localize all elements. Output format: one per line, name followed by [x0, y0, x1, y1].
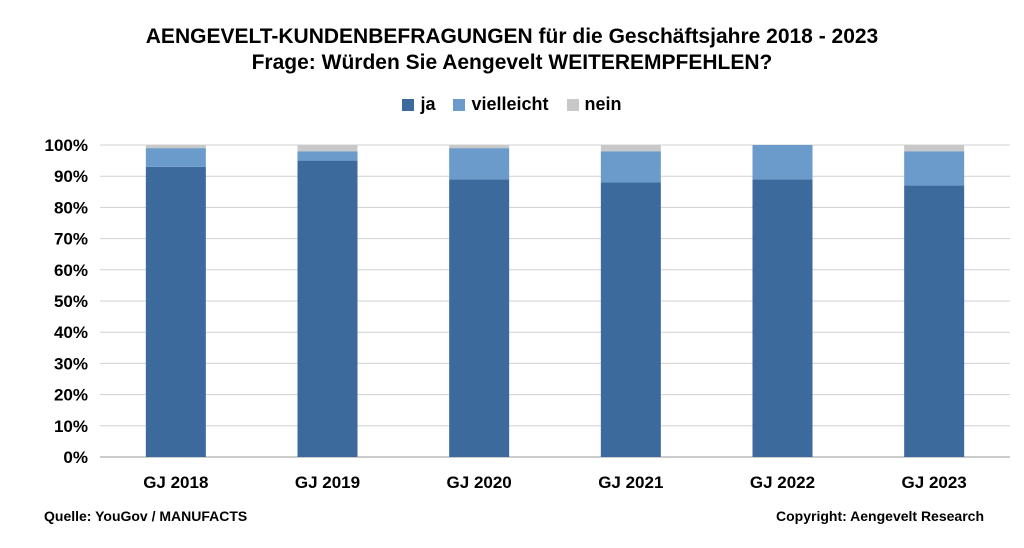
chart-title: AENGEVELT-KUNDENBEFRAGUNGEN für die Gesc… — [145, 25, 879, 48]
legend-swatch-ja — [402, 98, 415, 111]
bar-segment-nein — [145, 145, 206, 149]
y-tick-label: 100% — [45, 136, 88, 155]
y-tick-label: 80% — [54, 198, 88, 217]
bar-segment-ja — [297, 160, 358, 457]
x-tick-label: GJ 2018 — [143, 473, 208, 492]
bar-segment-nein — [904, 145, 965, 152]
legend-item-ja: ja — [402, 94, 435, 115]
y-tick-label: 90% — [54, 167, 88, 186]
bar-segment-nein — [449, 145, 510, 149]
y-tick-label: 60% — [54, 261, 88, 280]
x-tick-label: GJ 2020 — [447, 473, 512, 492]
x-tick-label: GJ 2023 — [902, 473, 967, 492]
y-tick-label: 70% — [54, 230, 88, 249]
x-tick-label: GJ 2019 — [295, 473, 360, 492]
legend-item-nein: nein — [566, 94, 622, 115]
bar-segment-vielleicht — [297, 151, 358, 161]
bar-segment-vielleicht — [600, 151, 661, 183]
bar-segment-nein — [297, 145, 358, 152]
y-tick-label: 20% — [54, 386, 88, 405]
y-tick-label: 50% — [54, 292, 88, 311]
bar-segment-ja — [600, 182, 661, 457]
copyright-note: Copyright: Aengevelt Research — [776, 508, 984, 524]
source-note: Quelle: YouGov / MANUFACTS — [44, 508, 248, 524]
legend: ja vielleicht nein — [0, 94, 1024, 115]
bar-segment-ja — [449, 179, 510, 457]
x-tick-label: GJ 2021 — [598, 473, 663, 492]
bar-segment-vielleicht — [449, 148, 510, 180]
legend-label-vielleicht: vielleicht — [471, 94, 549, 114]
legend-swatch-vielleicht — [453, 98, 466, 111]
bar-segment-ja — [145, 166, 206, 457]
legend-swatch-nein — [566, 98, 579, 111]
y-tick-label: 0% — [63, 448, 88, 467]
chart-subtitle: Frage: Würden Sie Aengevelt WEITEREMPFEH… — [251, 51, 773, 74]
x-tick-label: GJ 2022 — [750, 473, 815, 492]
bar-segment-vielleicht — [752, 145, 813, 180]
bar-segment-ja — [752, 179, 813, 457]
y-tick-label: 40% — [54, 323, 88, 342]
bar-segment-ja — [904, 185, 965, 457]
bar-segment-nein — [600, 145, 661, 152]
legend-label-nein: nein — [584, 94, 622, 114]
legend-label-ja: ja — [420, 94, 436, 114]
legend-item-vielleicht: vielleicht — [453, 94, 549, 115]
y-tick-label: 30% — [54, 354, 88, 373]
bar-segment-vielleicht — [145, 148, 206, 167]
y-tick-label: 10% — [54, 417, 88, 436]
bar-segment-vielleicht — [904, 151, 965, 186]
